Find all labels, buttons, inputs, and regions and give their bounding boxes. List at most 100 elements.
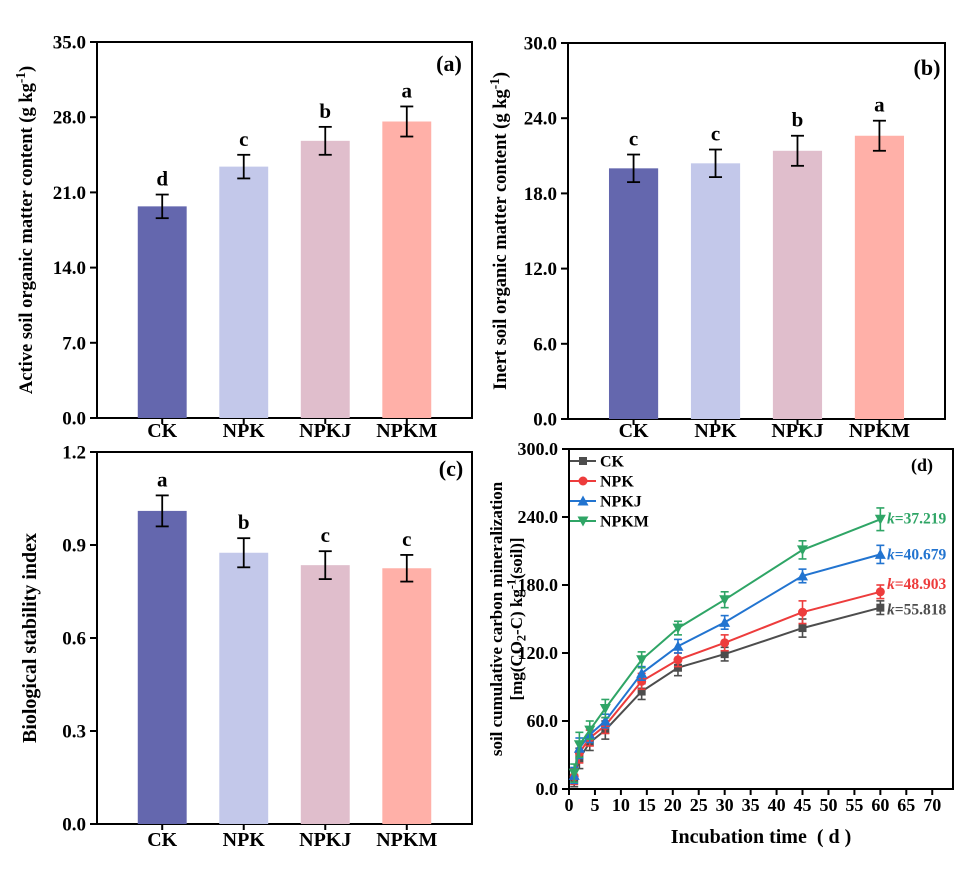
sig-letter-NPK: b bbox=[238, 510, 250, 534]
data-point-NPK bbox=[637, 676, 647, 686]
legend-item-NPK: NPK bbox=[600, 474, 634, 491]
x-tick-label: 35 bbox=[742, 795, 760, 815]
triangle-down-icon bbox=[577, 516, 589, 527]
x-axis-title: Incubation time ( d ) bbox=[671, 826, 852, 848]
y-axis-title: Active soil organic matter content (g kg… bbox=[13, 66, 37, 394]
bar-NPK bbox=[219, 166, 269, 418]
y-axis-title-line2: [mg(CO2-C) kg-1(soil)] bbox=[505, 537, 529, 700]
y-tick-label: 6.0 bbox=[533, 334, 557, 355]
y-tick-label: 120.0 bbox=[518, 643, 559, 663]
bar-CK bbox=[608, 168, 659, 419]
bar-NPKJ bbox=[300, 140, 350, 418]
data-point-NPK bbox=[798, 607, 808, 617]
bar-NPK bbox=[690, 163, 741, 419]
y-tick-label: 180.0 bbox=[518, 575, 559, 595]
x-tick-label: 55 bbox=[845, 795, 863, 815]
panel-d: 0.0 60.0 120.0 180.0 240.0 300.0 0 5 10 15 20 25 30 3… bbox=[490, 440, 954, 848]
bar-CK bbox=[137, 510, 187, 824]
x-tick-label: 70 bbox=[923, 795, 941, 815]
sig-letter-NPKM: c bbox=[402, 527, 411, 551]
data-point-CK bbox=[720, 650, 729, 659]
series-line-NPKJ bbox=[573, 553, 881, 776]
y-tick-label: 7.0 bbox=[62, 333, 86, 354]
y-tick-label: 14.0 bbox=[53, 258, 86, 279]
x-tick-label: 65 bbox=[897, 795, 915, 815]
legend-item-NPKM: NPKM bbox=[600, 514, 649, 531]
data-point-NPKM bbox=[584, 725, 596, 736]
y-tick-label: 21.0 bbox=[53, 183, 86, 204]
data-point-NPKJ bbox=[719, 616, 731, 627]
axis-box bbox=[567, 42, 946, 420]
data-point-NPKM bbox=[636, 655, 648, 666]
x-tick-label: 15 bbox=[638, 795, 656, 815]
bar-NPKJ bbox=[772, 150, 823, 419]
bar-CK bbox=[137, 206, 187, 418]
category-label-NPKM: NPKM bbox=[376, 420, 437, 440]
data-point-NPKM bbox=[568, 768, 580, 779]
x-tick-label: 20 bbox=[664, 795, 682, 815]
sig-letter-NPKJ: b bbox=[319, 99, 331, 123]
y-tick-label: 300.0 bbox=[518, 440, 559, 459]
y-axis-title-line1: soil cumulative carbon mineralization bbox=[490, 481, 506, 756]
category-label-CK: CK bbox=[147, 420, 177, 440]
category-label-NPKJ: NPKJ bbox=[299, 420, 351, 440]
data-point-NPKM bbox=[672, 623, 684, 634]
panel-a: 0.0 7.0 14.0 21.0 28.0 35.0 d CK c NPK b NPKJ a NPKM A… bbox=[13, 33, 473, 440]
x-tick-label: 5 bbox=[590, 795, 599, 815]
y-tick-label: 35.0 bbox=[53, 33, 86, 54]
y-tick-label: 60.0 bbox=[527, 711, 559, 731]
category-label-NPK: NPK bbox=[694, 420, 737, 440]
data-point-CK bbox=[637, 687, 646, 696]
y-axis-title: Biological stability index bbox=[19, 533, 41, 743]
bar-NPKM bbox=[854, 135, 905, 419]
category-label-CK: CK bbox=[619, 420, 649, 440]
data-point-NPKJ bbox=[672, 640, 684, 651]
legend-item-NPKJ: NPKJ bbox=[600, 494, 642, 511]
legend-item-CK: CK bbox=[600, 454, 625, 471]
category-label-NPK: NPK bbox=[223, 829, 266, 851]
y-tick-label: 0.9 bbox=[62, 536, 86, 557]
data-point-CK bbox=[673, 663, 682, 672]
y-tick-label: 0.6 bbox=[62, 629, 86, 650]
x-tick-label: 10 bbox=[612, 795, 630, 815]
sig-letter-NPKJ: c bbox=[321, 523, 330, 547]
data-point-CK bbox=[798, 624, 807, 633]
bar-NPKM bbox=[382, 121, 432, 419]
y-tick-label: 30.0 bbox=[524, 34, 557, 55]
data-point-NPKJ bbox=[599, 715, 611, 726]
y-tick-label: 0.0 bbox=[62, 409, 86, 430]
data-point-NPK bbox=[875, 587, 885, 597]
k-annotation-NPKM: k=37.219 bbox=[887, 510, 946, 527]
panel-tag: (a) bbox=[436, 51, 462, 76]
data-point-NPKM bbox=[719, 595, 731, 606]
y-axis-title: Inert soil organic matter content (g kg-… bbox=[490, 72, 511, 390]
sig-letter-CK: a bbox=[157, 467, 168, 491]
category-label-NPKJ: NPKJ bbox=[299, 829, 351, 851]
sig-letter-NPKM: a bbox=[874, 93, 885, 117]
y-tick-label: 12.0 bbox=[524, 259, 557, 280]
x-tick-label: 30 bbox=[716, 795, 734, 815]
y-tick-label: 18.0 bbox=[524, 184, 557, 205]
data-point-NPKM bbox=[874, 514, 886, 525]
sig-letter-CK: c bbox=[629, 127, 638, 151]
data-point-NPKJ bbox=[636, 667, 648, 678]
y-tick-label: 28.0 bbox=[53, 108, 86, 129]
data-point-CK bbox=[876, 603, 885, 612]
category-label-NPK: NPK bbox=[223, 420, 266, 440]
circle-icon bbox=[578, 476, 588, 486]
data-point-NPK bbox=[673, 655, 683, 665]
bar-NPKM bbox=[382, 568, 432, 824]
k-annotation-CK: k=55.818 bbox=[887, 602, 946, 619]
k-annotation-NPKJ: k=40.679 bbox=[887, 546, 946, 563]
panel-tag: (c) bbox=[439, 456, 463, 481]
y-tick-label: 0.0 bbox=[62, 815, 86, 836]
x-tick-label: 60 bbox=[871, 795, 889, 815]
axis-box bbox=[96, 41, 473, 419]
data-point-NPKM bbox=[599, 704, 611, 715]
x-tick-label: 0 bbox=[565, 795, 574, 815]
y-tick-label: 0.3 bbox=[62, 722, 86, 743]
y-tick-label: 0.0 bbox=[536, 779, 559, 799]
triangle-up-icon bbox=[577, 495, 589, 506]
y-tick-label: 24.0 bbox=[524, 109, 557, 130]
